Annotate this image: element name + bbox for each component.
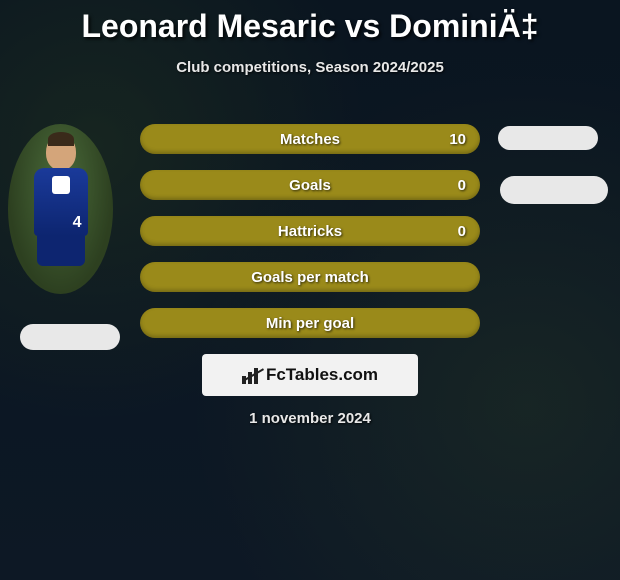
player-right-pill-2 bbox=[500, 176, 608, 204]
stat-value: 10 bbox=[449, 131, 466, 148]
stat-label: Goals bbox=[289, 177, 331, 194]
stat-bar-hattricks: Hattricks 0 bbox=[140, 216, 480, 246]
stat-bar-min-per-goal: Min per goal bbox=[140, 308, 480, 338]
comparison-card: Leonard Mesaric vs DominiÄ‡ Club competi… bbox=[0, 0, 620, 76]
player-right-pill-1 bbox=[498, 126, 598, 150]
stat-value: 0 bbox=[458, 177, 466, 194]
brand-text: FcTables.com bbox=[266, 365, 378, 385]
player-jersey: 4 bbox=[34, 168, 88, 236]
date-label: 1 november 2024 bbox=[0, 410, 620, 427]
stat-label: Hattricks bbox=[278, 223, 342, 240]
stat-bar-matches: Matches 10 bbox=[140, 124, 480, 154]
player-head bbox=[46, 134, 76, 170]
stat-label: Min per goal bbox=[266, 315, 354, 332]
player-shorts bbox=[37, 236, 85, 266]
stat-bar-goals-per-match: Goals per match bbox=[140, 262, 480, 292]
jersey-number: 4 bbox=[73, 214, 82, 232]
player-left-avatar: 4 bbox=[8, 124, 113, 294]
stats-list: Matches 10 Goals 0 Hattricks 0 Goals per… bbox=[140, 124, 480, 354]
page-title: Leonard Mesaric vs DominiÄ‡ bbox=[0, 0, 620, 45]
player-left-name-pill bbox=[20, 324, 120, 350]
stat-label: Matches bbox=[280, 131, 340, 148]
brand-link[interactable]: FcTables.com bbox=[202, 354, 418, 396]
stat-value: 0 bbox=[458, 223, 466, 240]
stat-label: Goals per match bbox=[251, 269, 369, 286]
stat-bar-goals: Goals 0 bbox=[140, 170, 480, 200]
player-figure: 4 bbox=[21, 134, 101, 294]
chart-icon bbox=[242, 366, 264, 384]
subtitle: Club competitions, Season 2024/2025 bbox=[0, 59, 620, 76]
